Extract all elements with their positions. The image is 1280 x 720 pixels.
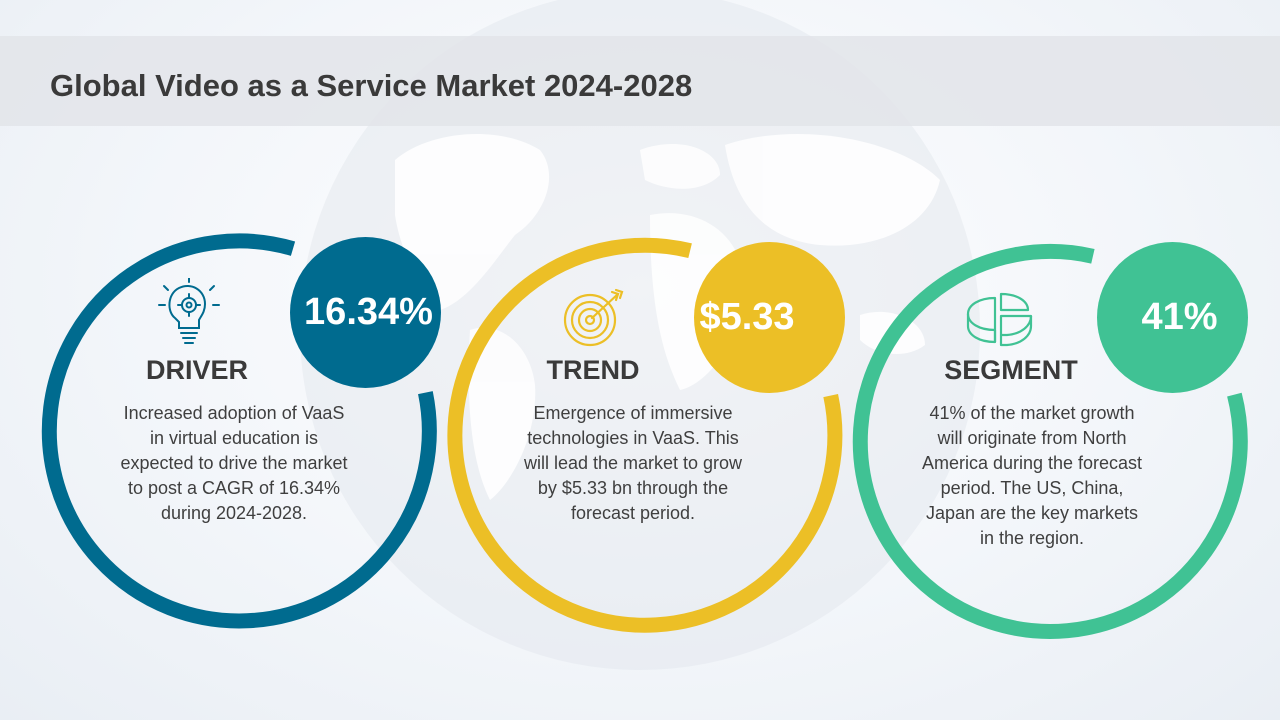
segment-value-badge: 41%: [1097, 242, 1248, 393]
driver-value: 16.34%: [304, 291, 433, 333]
trend-value: $5.33: [699, 296, 795, 338]
lightbulb-gear-icon: [158, 278, 220, 344]
segment-value: 41%: [1141, 296, 1218, 338]
target-arrow-icon: [563, 288, 624, 347]
pie-chart-icon: [966, 292, 1033, 347]
segment-heading: SEGMENT: [944, 355, 1078, 385]
trend-value-badge: $5.33: [694, 242, 845, 393]
title-bar: [0, 36, 1280, 126]
driver-heading: DRIVER: [145, 355, 248, 385]
trend-heading: TREND: [546, 355, 640, 385]
page-title: Global Video as a Service Market 2024-20…: [50, 68, 693, 103]
driver-description: Increased adoption of VaaS in virtual ed…: [120, 403, 348, 523]
segment-description: 41% of the market growth will originate …: [921, 403, 1143, 548]
trend-ring: [447, 237, 843, 633]
trend-description: Emergence of immersive technologies in V…: [523, 403, 743, 523]
driver-ring: [41, 233, 437, 629]
driver-value-badge: 16.34%: [290, 237, 441, 388]
segment-ring: [852, 243, 1248, 639]
